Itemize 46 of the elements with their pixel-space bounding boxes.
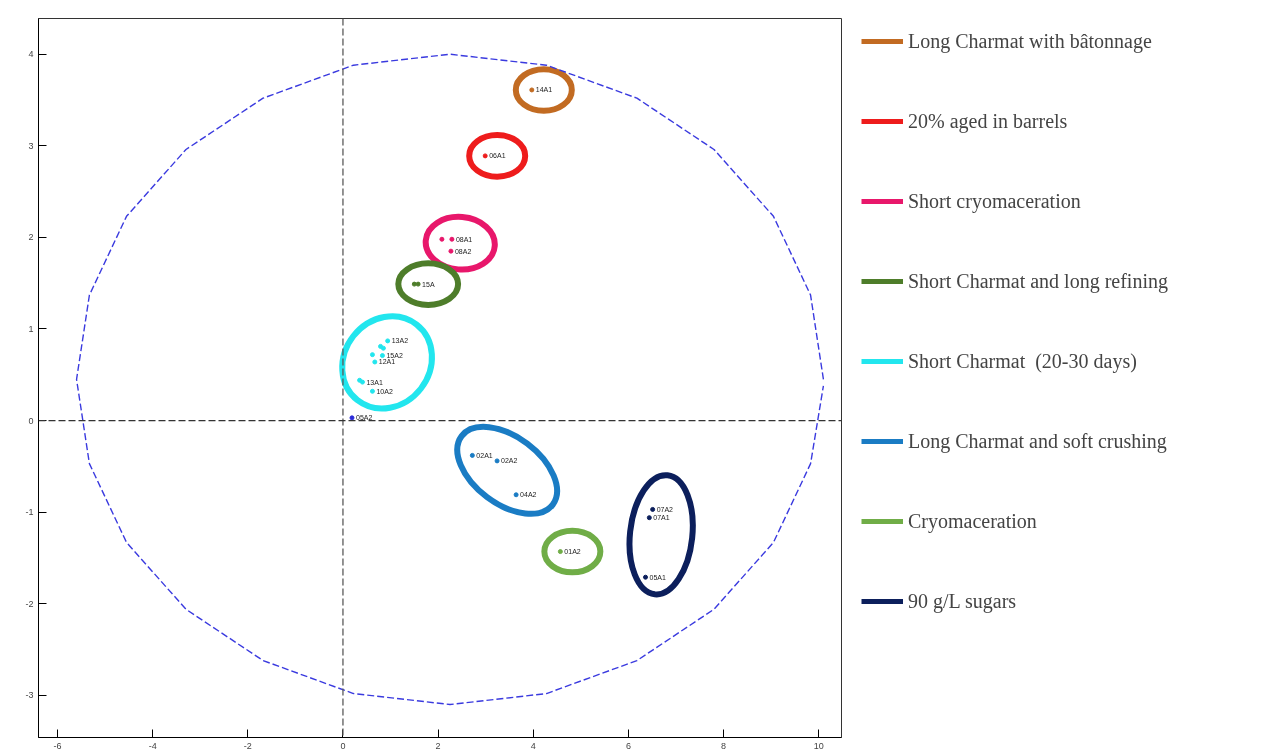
point xyxy=(449,236,455,242)
point xyxy=(379,353,385,359)
legend-label: Long Charmat and soft crushing xyxy=(908,429,1167,453)
legend-label: Short cryomaceration xyxy=(908,189,1081,213)
legend-label: Short Charmat and long refining xyxy=(908,269,1168,293)
point xyxy=(369,352,375,358)
point xyxy=(372,359,378,365)
y-tick-label: 1 xyxy=(28,324,34,334)
point xyxy=(369,388,375,394)
legend-label: 90 g/L sugars xyxy=(908,589,1017,613)
x-tick-label: -4 xyxy=(148,740,157,751)
legend-label: 20% aged in barrels xyxy=(908,109,1068,133)
point xyxy=(529,87,535,93)
point xyxy=(411,281,417,287)
x-tick-label: 4 xyxy=(530,740,536,751)
y-tick-label: -3 xyxy=(25,690,34,701)
point xyxy=(448,248,454,254)
point xyxy=(469,452,475,458)
x-tick-label: 2 xyxy=(435,740,441,751)
y-tick-label: -1 xyxy=(25,507,34,518)
y-tick-label: -2 xyxy=(25,598,34,609)
x-tick-label: 10 xyxy=(813,740,824,751)
y-tick-label: 2 xyxy=(28,232,34,243)
point xyxy=(482,153,488,159)
point xyxy=(513,492,519,498)
x-tick-label: 0 xyxy=(340,740,346,751)
legend-label: Long Charmat with bâtonnage xyxy=(908,29,1152,53)
x-tick-label: -6 xyxy=(53,740,62,751)
legend-label: Short Charmat (20-30 days) xyxy=(908,349,1137,373)
point xyxy=(439,236,445,242)
x-tick-label: 6 xyxy=(625,740,631,751)
line-series xyxy=(75,53,825,706)
y-tick-label: 3 xyxy=(28,140,34,151)
y-tick-label: 4 xyxy=(28,49,34,60)
point xyxy=(415,281,421,287)
legend-label: Cryomaceration xyxy=(908,509,1037,533)
point xyxy=(349,415,355,421)
point xyxy=(385,338,391,344)
x-tick-label: 8 xyxy=(721,740,727,751)
point xyxy=(650,506,656,512)
x-tick-label: -2 xyxy=(243,740,252,751)
point xyxy=(494,458,500,464)
point xyxy=(557,549,563,555)
point xyxy=(646,515,652,521)
point xyxy=(643,574,649,580)
y-tick-label: 0 xyxy=(28,415,34,426)
